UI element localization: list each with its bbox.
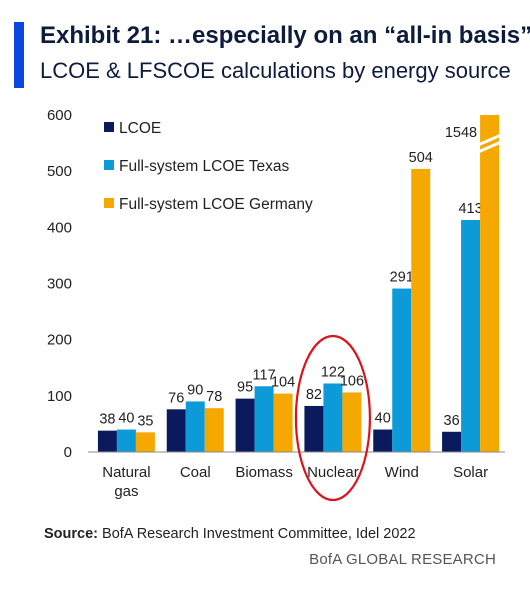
axis-break-mark: [477, 140, 502, 154]
data-label: 36: [444, 413, 460, 429]
bar: [461, 220, 481, 452]
bar: [116, 429, 136, 452]
nuclear-highlight-circle: [294, 334, 372, 502]
data-label: 291: [390, 270, 414, 286]
data-label: 38: [99, 412, 115, 428]
data-label: 504: [409, 150, 433, 166]
y-tick-label: 100: [47, 388, 72, 405]
y-tick-label: 0: [64, 444, 72, 461]
bar: [480, 115, 500, 452]
bar: [185, 401, 205, 452]
bar: [342, 392, 362, 452]
bar: [411, 168, 431, 453]
data-label: 78: [206, 389, 222, 405]
data-label: 106: [340, 373, 364, 389]
data-label: 117: [253, 367, 276, 383]
x-tick-label: Coal: [180, 464, 211, 481]
x-tick-label: Nuclear: [307, 464, 359, 481]
bar: [304, 405, 324, 452]
source-text: BofA Research Investment Committee, Idel…: [102, 526, 416, 542]
legend-swatch: [104, 122, 114, 132]
data-label: 1548: [445, 125, 477, 141]
legend-swatch: [104, 160, 114, 170]
y-tick-label: 300: [47, 276, 72, 293]
bar: [442, 431, 462, 452]
bar: [135, 432, 155, 452]
data-label: 95: [237, 380, 253, 396]
bar: [373, 429, 393, 452]
bar: [323, 383, 343, 452]
data-label: 82: [306, 387, 322, 403]
data-label: 122: [321, 364, 345, 380]
x-tick-label: Solar: [453, 464, 488, 481]
chart-title: Exhibit 21: …especially on an “all-in ba…: [40, 22, 530, 49]
y-tick-label: 600: [47, 107, 72, 124]
source-label: Source:: [44, 526, 98, 542]
legend-swatch: [104, 198, 114, 208]
y-tick-label: 500: [47, 163, 72, 180]
axis-break-mark: [477, 133, 502, 147]
chart-subtitle: LCOE & LFSCOE calculations by energy sou…: [40, 58, 511, 83]
data-label: 40: [375, 411, 391, 427]
y-tick-label: 200: [47, 332, 72, 349]
legend-label: Full-system LCOE Germany: [119, 196, 313, 213]
data-label: 90: [187, 382, 203, 398]
legend-label: LCOE: [119, 120, 161, 137]
bar: [392, 288, 412, 452]
x-tick-label: Natural gas: [102, 464, 150, 500]
bar: [235, 398, 255, 452]
bar: [204, 408, 224, 452]
x-tick-label: Biomass: [235, 464, 293, 481]
data-label: 35: [137, 413, 153, 429]
source-note: Source: BofA Research Investment Committ…: [44, 526, 416, 542]
legend-label: Full-system LCOE Texas: [119, 158, 290, 175]
brand-label: BofA GLOBAL RESEARCH: [309, 551, 496, 568]
data-label: 40: [118, 411, 134, 427]
bar: [166, 409, 186, 452]
data-label: 413: [458, 201, 482, 217]
bar: [254, 386, 274, 452]
x-tick-label: Wind: [385, 464, 419, 481]
data-label: 76: [168, 390, 184, 406]
bar: [97, 430, 117, 452]
y-tick-label: 400: [47, 219, 72, 236]
title-accent-bar: [14, 22, 24, 88]
bar: [273, 393, 293, 452]
data-label: 104: [271, 375, 295, 391]
